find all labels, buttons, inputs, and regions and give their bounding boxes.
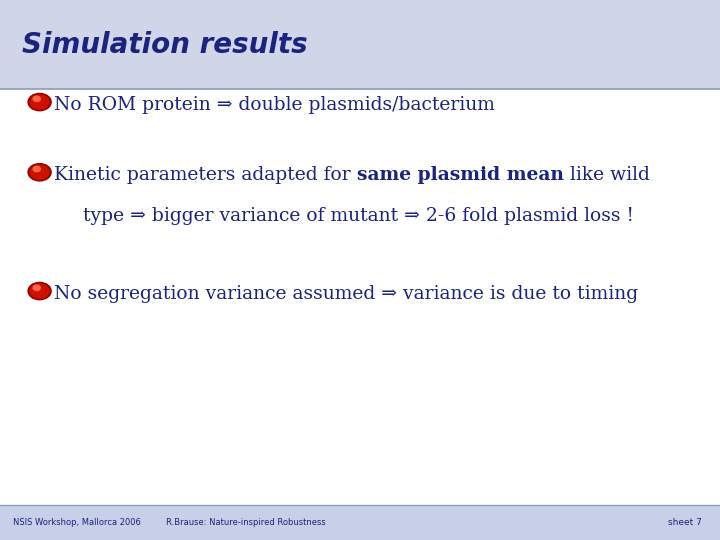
Text: No segregation variance assumed ⇒ variance is due to timing: No segregation variance assumed ⇒ varian… — [54, 285, 638, 303]
Circle shape — [30, 165, 49, 179]
Bar — [0, 0, 720, 89]
Text: same plasmid mean: same plasmid mean — [356, 166, 564, 185]
Text: type ⇒ bigger variance of mutant ⇒ 2-6 fold plasmid loss !: type ⇒ bigger variance of mutant ⇒ 2-6 f… — [83, 207, 634, 225]
Circle shape — [30, 284, 49, 298]
Text: like wild: like wild — [564, 166, 649, 185]
Circle shape — [28, 164, 51, 181]
Text: Simulation results: Simulation results — [22, 31, 307, 58]
Bar — [0, 505, 720, 540]
Circle shape — [33, 96, 40, 102]
Circle shape — [33, 166, 40, 172]
Text: No ROM protein ⇒ double plasmids/bacterium: No ROM protein ⇒ double plasmids/bacteri… — [54, 96, 495, 114]
Text: NSIS Workshop, Mallorca 2006: NSIS Workshop, Mallorca 2006 — [13, 518, 141, 527]
Circle shape — [30, 95, 49, 109]
Text: Kinetic parameters adapted for: Kinetic parameters adapted for — [54, 166, 356, 185]
Circle shape — [28, 282, 51, 300]
Text: R.Brause: Nature-inspired Robustness: R.Brause: Nature-inspired Robustness — [166, 518, 325, 527]
Text: sheet 7: sheet 7 — [668, 518, 702, 527]
Circle shape — [28, 93, 51, 111]
Bar — [0, 89, 720, 505]
Circle shape — [33, 285, 40, 291]
